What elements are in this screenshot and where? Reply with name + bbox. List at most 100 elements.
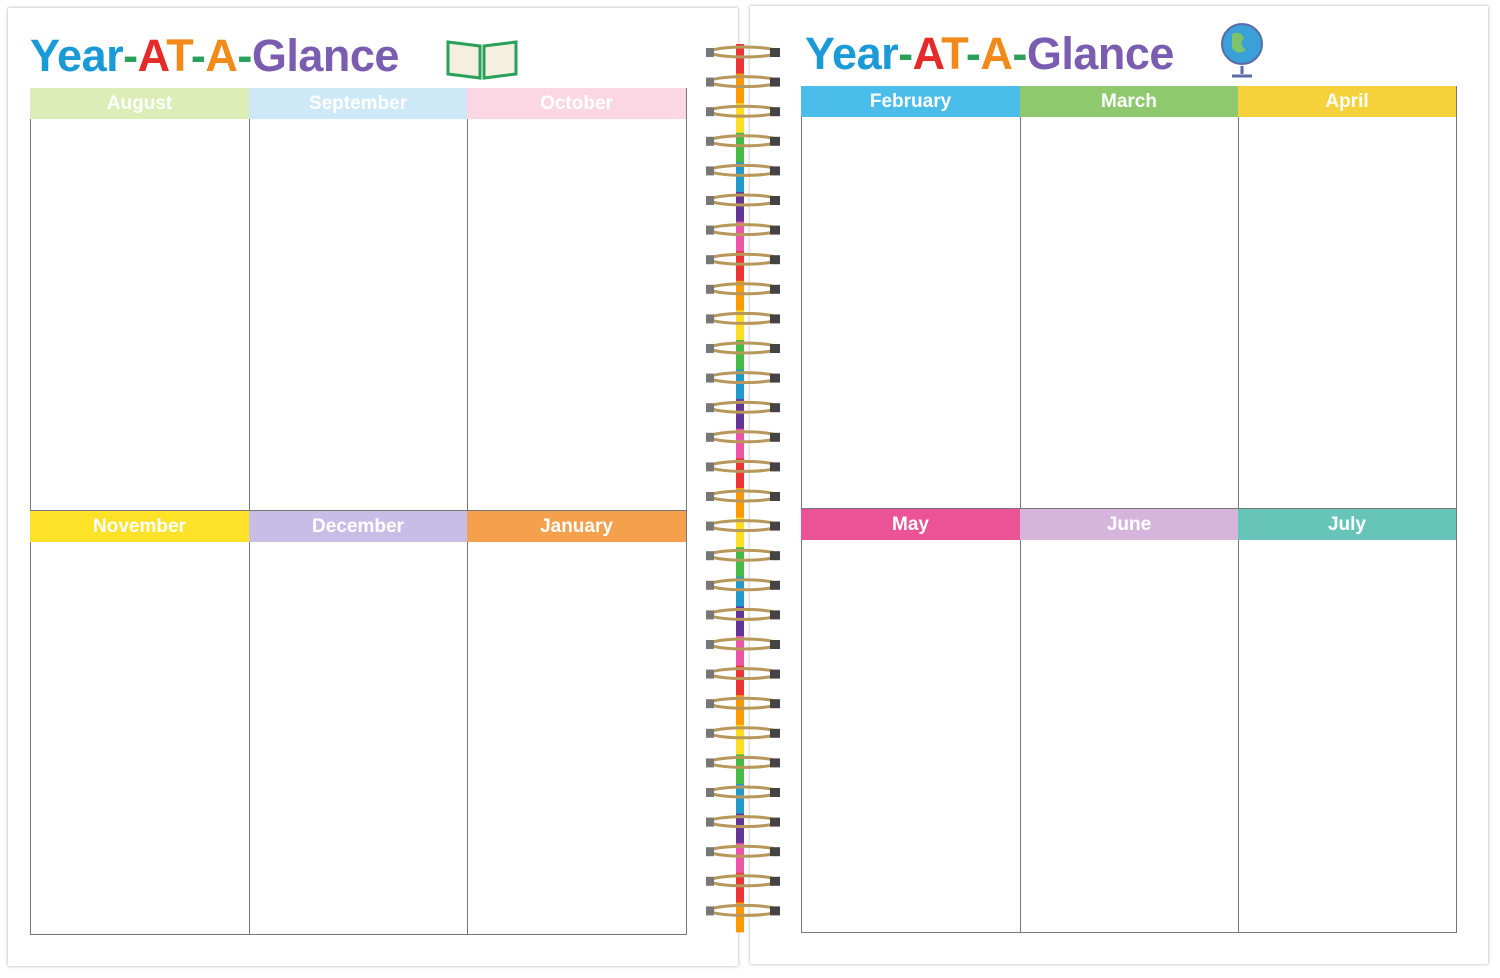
- spiral-ring: [706, 284, 714, 294]
- spiral-ring: [736, 428, 744, 459]
- month-box: [249, 88, 468, 511]
- month-header: September: [249, 88, 467, 119]
- spiral-ring: [706, 136, 714, 146]
- spiral-ring: [736, 132, 744, 163]
- spiral-ring: [706, 166, 714, 176]
- spiral-ring: [706, 225, 714, 235]
- spiral-ring: [736, 251, 744, 282]
- spiral-ring: [736, 784, 744, 814]
- page-title: Year-AT-A-Glance: [30, 30, 399, 81]
- spiral-ring: [736, 369, 744, 400]
- spiral-ring: [770, 403, 780, 413]
- spiral-ring: [706, 699, 714, 709]
- spiral-ring: [770, 373, 780, 383]
- spiral-ring: [770, 876, 780, 886]
- month-header: May: [801, 509, 1020, 540]
- spiral-ring: [770, 284, 780, 294]
- spiral-ring: [706, 344, 714, 353]
- spiral-ring: [736, 103, 744, 134]
- spiral-ring: [770, 166, 780, 176]
- spiral-ring: [736, 221, 744, 252]
- month-header: August: [30, 88, 249, 119]
- spiral-ring: [706, 373, 714, 383]
- spiral-ring: [706, 314, 714, 324]
- spiral-ring: [770, 344, 780, 353]
- spiral-ring: [736, 665, 744, 696]
- spiral-ring: [736, 606, 744, 637]
- spiral-ring: [770, 492, 780, 501]
- month-header: October: [467, 88, 686, 119]
- month-box: [801, 86, 1021, 509]
- spiral-ring: [706, 847, 714, 857]
- spiral-ring: [770, 107, 780, 117]
- spiral-ring: [770, 462, 780, 472]
- spiral-ring: [736, 843, 744, 874]
- spiral-ring: [706, 728, 714, 738]
- month-box: [801, 509, 1021, 933]
- spiral-ring: [770, 314, 780, 324]
- spiral-ring: [770, 906, 780, 916]
- spiral-ring: [770, 699, 780, 709]
- spiral-ring: [706, 906, 714, 916]
- spiral-ring: [770, 817, 780, 827]
- spiral-ring: [736, 636, 744, 666]
- spiral-ring: [706, 403, 714, 413]
- spiral-ring: [706, 610, 714, 620]
- spiral-ring: [736, 695, 744, 726]
- spiral-ring: [706, 521, 714, 531]
- spiral-ring: [706, 462, 714, 472]
- month-header: February: [801, 86, 1020, 117]
- spiral-ring: [706, 492, 714, 501]
- month-header: June: [1020, 509, 1238, 540]
- month-header: December: [249, 511, 467, 542]
- month-box: [1020, 86, 1239, 509]
- spiral-ring: [706, 876, 714, 886]
- spiral-ring: [736, 44, 744, 74]
- left-page: Year-AT-A-Glance August September October N…: [8, 8, 738, 966]
- month-box: [30, 88, 250, 511]
- spiral-ring: [736, 310, 744, 341]
- spiral-ring: [706, 107, 714, 117]
- spiral-ring: [706, 640, 714, 649]
- spiral-ring: [736, 192, 744, 222]
- spiral-ring: [736, 458, 744, 489]
- spiral-ring: [770, 669, 780, 679]
- spiral-ring: [706, 580, 714, 590]
- spiral-ring: [770, 551, 780, 561]
- right-page: Year-AT-A-Glance February March April May Ju…: [750, 6, 1488, 964]
- spiral-ring: [736, 73, 744, 104]
- month-header: April: [1238, 86, 1456, 117]
- spiral-ring: [736, 488, 744, 518]
- spiral-ring: [770, 788, 780, 797]
- spiral-ring: [770, 640, 780, 649]
- spiral-ring: [770, 728, 780, 738]
- spiral-ring: [736, 872, 744, 903]
- spiral-binding: [706, 44, 780, 933]
- month-box: [1020, 509, 1239, 933]
- month-header: July: [1238, 509, 1456, 540]
- spiral-ring: [736, 162, 744, 193]
- spiral-ring: [706, 551, 714, 561]
- page-title: Year-AT-A-Glance: [805, 28, 1174, 79]
- spiral-ring: [736, 517, 744, 548]
- spiral-ring: [770, 255, 780, 265]
- spiral-ring: [736, 280, 744, 311]
- spiral-ring: [770, 432, 780, 442]
- spiral-ring: [706, 817, 714, 827]
- month-header: January: [467, 511, 686, 542]
- spiral-ring: [706, 255, 714, 265]
- spiral-ring: [770, 77, 780, 87]
- spiral-ring: [706, 758, 714, 768]
- month-box: [467, 88, 687, 511]
- spiral-ring: [736, 813, 744, 844]
- spiral-ring: [736, 547, 744, 578]
- spiral-ring: [706, 196, 714, 205]
- month-box: [1238, 509, 1457, 933]
- spiral-ring: [706, 48, 714, 57]
- spiral-ring: [770, 196, 780, 205]
- spiral-ring: [770, 580, 780, 590]
- spiral-ring: [706, 77, 714, 87]
- spiral-ring: [770, 610, 780, 620]
- spiral-ring: [770, 847, 780, 857]
